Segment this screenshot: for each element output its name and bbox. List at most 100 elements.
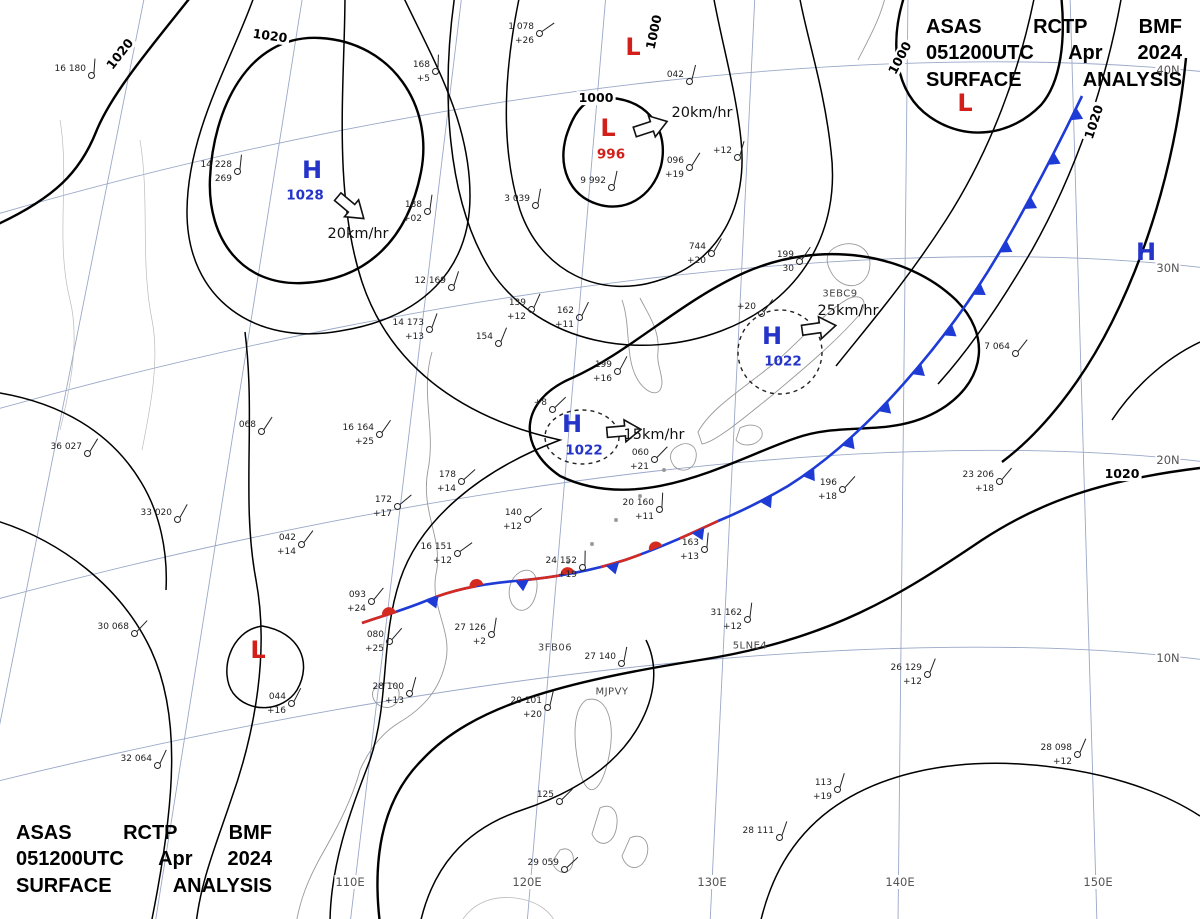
station-value-bottom: +20 (523, 710, 542, 720)
station-value-bottom: 269 (214, 174, 232, 184)
pressure-center-value: 1022 (764, 353, 802, 370)
wind-barb-icon (381, 419, 392, 433)
title-line-3: SURFACE ANALYSIS (16, 874, 272, 897)
longitude-label: 120E (511, 875, 543, 889)
station-value-bottom: +24 (347, 604, 366, 614)
station-circle-icon (561, 866, 568, 873)
high-pressure-symbol: H (761, 322, 783, 350)
wind-barb-icon (431, 313, 438, 328)
wind-barb-icon (533, 293, 541, 308)
system-speed-label: 20km/hr (671, 105, 733, 121)
station-circle-icon (88, 72, 95, 79)
wind-barb-icon (613, 170, 618, 186)
station-value-top: 125 (536, 790, 554, 800)
wind-barb-icon (500, 327, 508, 342)
longitude-label: 150E (1082, 875, 1114, 889)
station-value-top: 33 020 (140, 508, 173, 518)
station-id-label: 3EBC9 (822, 288, 858, 300)
station-value-top: +12 (713, 146, 732, 156)
station-circle-icon (839, 486, 846, 493)
wind-barb-icon (93, 58, 96, 74)
station-value-bottom: +13 (680, 552, 699, 562)
station-value-bottom: +26 (515, 36, 534, 46)
station-value-bottom: +12 (903, 677, 922, 687)
low-pressure-symbol: L (250, 636, 266, 664)
station-value-bottom: +02 (403, 214, 422, 224)
station-circle-icon (426, 326, 433, 333)
title-block-top-right: ASAS RCTP BMF 051200UTC Apr 2024 SURFACE… (926, 14, 1182, 93)
cold-front-triangle-icon (515, 579, 530, 592)
station-value-top: 139 (508, 298, 526, 308)
cold-front-triangle-icon (1070, 107, 1084, 121)
station-value-top: 042 (278, 533, 296, 543)
system-speed-label: 25km/hr (817, 303, 879, 319)
latitude-label: 20N (1155, 453, 1181, 467)
wind-barb-icon (561, 788, 574, 801)
warm-front-semicircle-icon (382, 607, 396, 617)
station-value-bottom: +13 (385, 696, 404, 706)
wind-barb-icon (1079, 738, 1087, 753)
station-value-bottom: +18 (975, 484, 994, 494)
wind-barb-icon (929, 658, 936, 673)
wind-barb-icon (89, 438, 99, 452)
wind-barb-icon (303, 530, 314, 543)
isobar-value-label: 1020 (1081, 101, 1107, 143)
wind-barb-icon (293, 687, 302, 702)
longitude-label: 140E (884, 875, 916, 889)
cold-front-triangle-icon (1024, 196, 1038, 210)
station-value-top: 093 (348, 590, 366, 600)
title-line-1: ASAS RCTP BMF (926, 16, 1182, 38)
wind-barb-icon (529, 507, 543, 519)
cold-front-triangle-icon (425, 595, 439, 609)
wind-barb-icon (179, 504, 188, 518)
latitude-label: 30N (1155, 261, 1181, 275)
wind-barb-icon (656, 446, 668, 459)
station-value-top: +8 (533, 398, 547, 408)
warm-front-semicircle-icon (469, 579, 484, 588)
station-circle-icon (579, 564, 586, 571)
high-pressure-symbol: H (561, 410, 583, 438)
station-value-top: 30 068 (97, 622, 130, 632)
station-value-bottom: +5 (416, 74, 430, 84)
wind-barb-icon (549, 690, 554, 706)
wind-barb-icon (691, 64, 697, 80)
pressure-center-value: 1028 (286, 187, 324, 204)
station-value-bottom: +16 (267, 706, 286, 716)
wind-barb-icon (781, 821, 788, 836)
station-circle-icon (1012, 350, 1019, 357)
station-circle-icon (406, 690, 413, 697)
wind-barb-icon (661, 492, 664, 508)
station-value-top: 36 027 (50, 442, 83, 452)
front-decorations (382, 107, 1084, 617)
station-circle-icon (288, 700, 295, 707)
station-circle-icon (432, 68, 439, 75)
longitude-label: 110E (334, 875, 366, 889)
station-value-top: 140 (504, 508, 522, 518)
station-value-top: 14 173 (392, 318, 425, 328)
wind-barb-icon (437, 54, 440, 70)
station-value-top: 28 100 (372, 682, 405, 692)
station-circle-icon (532, 202, 539, 209)
station-id-label: 3FB06 (537, 642, 573, 654)
wind-barb-icon (463, 469, 476, 481)
wind-barb-icon (459, 542, 473, 553)
station-value-top: 096 (666, 156, 684, 166)
station-value-bottom: +2 (472, 637, 486, 647)
station-value-top: 7 064 (984, 342, 1010, 352)
station-value-top: 172 (374, 495, 392, 505)
station-value-top: 178 (438, 470, 456, 480)
station-value-top: 199 (776, 250, 794, 260)
wind-barb-icon (373, 587, 384, 600)
isobar-value-label: 1020 (1102, 466, 1142, 482)
station-circle-icon (424, 208, 431, 215)
station-value-bottom: +21 (630, 462, 649, 472)
isobar-value-label: 1000 (576, 90, 616, 106)
wind-barb-icon (691, 152, 701, 166)
wind-barb-icon (844, 476, 856, 488)
high-pressure-symbol: H (301, 156, 323, 184)
movement-arrow-icon (605, 418, 643, 444)
station-value-top: 26 129 (890, 663, 923, 673)
title-line-2: 051200UTC Apr 2024 (926, 42, 1182, 65)
